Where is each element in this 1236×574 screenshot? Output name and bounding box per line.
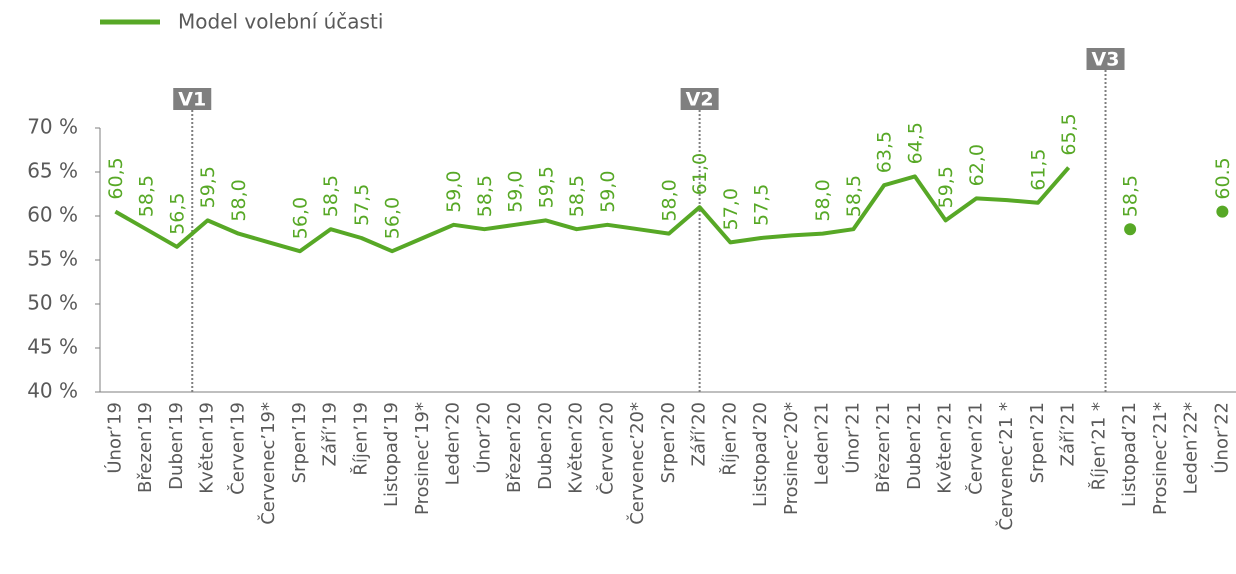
annotation-label: V3 bbox=[1092, 49, 1120, 71]
x-tick-label: Únor’19 bbox=[103, 402, 125, 474]
x-tick-label: Září’19 bbox=[320, 402, 341, 466]
x-tick-label: Červenec’19* bbox=[257, 402, 279, 525]
x-tick-label: Červen’21 bbox=[964, 402, 986, 495]
x-tick-label: Říjen’20 bbox=[718, 402, 740, 476]
x-tick-label: Únor’20 bbox=[472, 402, 494, 474]
data-label: 58,5 bbox=[1120, 175, 1142, 217]
x-tick-label: Duben’19 bbox=[166, 402, 187, 490]
x-tick-label: Květen’20 bbox=[566, 402, 587, 494]
x-tick-label: Listopad’21 bbox=[1119, 402, 1140, 507]
annotation-box bbox=[680, 88, 719, 110]
y-tick-label: 55 % bbox=[27, 247, 78, 271]
annotation-box bbox=[173, 88, 212, 110]
data-label: 58,5 bbox=[474, 175, 496, 217]
y-tick-label: 70 % bbox=[27, 115, 78, 139]
data-label: 61,5 bbox=[1027, 148, 1049, 190]
data-label: 61,0 bbox=[689, 153, 711, 195]
x-tick-label: Březen’20 bbox=[504, 402, 525, 493]
x-tick-label: Srpen’21 bbox=[1027, 402, 1048, 483]
data-label: 58,5 bbox=[136, 175, 158, 217]
data-label: 57,0 bbox=[720, 188, 742, 230]
data-label: 58,0 bbox=[812, 179, 834, 221]
data-label: 65,5 bbox=[1058, 113, 1080, 155]
x-tick-label: Říjen’19 bbox=[349, 402, 371, 476]
data-label: 56,5 bbox=[166, 192, 188, 234]
legend-label: Model volební účasti bbox=[178, 10, 383, 34]
data-label: 59,5 bbox=[535, 166, 557, 208]
data-label: 58,5 bbox=[566, 175, 588, 217]
x-tick-label: Říjen’21 * bbox=[1087, 402, 1109, 490]
x-tick-label: Září’21 bbox=[1058, 402, 1079, 466]
x-tick-label: Březen’21 bbox=[873, 402, 894, 493]
y-tick-label: 40 % bbox=[27, 379, 78, 403]
x-tick-label: Září’20 bbox=[689, 402, 710, 466]
data-label: 59,0 bbox=[597, 170, 619, 212]
y-tick-label: 50 % bbox=[27, 291, 78, 315]
x-tick-label: Prosinec’19* bbox=[412, 402, 433, 515]
x-tick-label: Červenec’21 * bbox=[995, 402, 1017, 531]
y-tick-label: 60 % bbox=[27, 203, 78, 227]
x-tick-label: Březen’19 bbox=[135, 402, 156, 493]
data-label: 62,0 bbox=[966, 144, 988, 186]
x-tick-label: Prosinec’20* bbox=[781, 402, 802, 515]
x-tick-label: Duben’20 bbox=[535, 402, 556, 490]
x-tick-label: Červenec’20* bbox=[626, 402, 648, 525]
x-tick-label: Duben’21 bbox=[904, 402, 925, 490]
x-tick-label: Květen’21 bbox=[935, 402, 956, 494]
x-tick-label: Listopad’19 bbox=[381, 402, 402, 507]
data-label: 57,5 bbox=[351, 184, 373, 226]
data-label: 57,5 bbox=[751, 184, 773, 226]
data-label: 58,5 bbox=[843, 175, 865, 217]
y-tick-label: 45 % bbox=[27, 335, 78, 359]
x-tick-label: Srpen’19 bbox=[289, 402, 310, 483]
data-label: 56,0 bbox=[382, 197, 404, 239]
x-tick-label: Únor’22 bbox=[1210, 402, 1232, 474]
x-tick-label: Květen’19 bbox=[197, 402, 218, 494]
annotation-box bbox=[1086, 48, 1125, 70]
x-tick-label: Leden’20 bbox=[443, 402, 464, 485]
data-label: 60,5 bbox=[105, 157, 127, 199]
data-label: 64,5 bbox=[904, 122, 926, 164]
data-label: 60.5 bbox=[1212, 157, 1234, 199]
point bbox=[1216, 205, 1229, 218]
x-tick-label: Červen’20 bbox=[595, 402, 617, 495]
x-tick-label: Srpen’20 bbox=[658, 402, 679, 483]
x-tick-label: Červen’19 bbox=[226, 402, 248, 495]
data-label: 59,0 bbox=[443, 170, 465, 212]
x-tick-label: Prosinec’21* bbox=[1150, 402, 1171, 515]
x-tick-label: Leden’22* bbox=[1181, 402, 1202, 494]
data-label: 58,0 bbox=[658, 179, 680, 221]
annotation-label: V1 bbox=[178, 89, 206, 111]
data-label: 58,0 bbox=[228, 179, 250, 221]
x-tick-label: Únor’21 bbox=[841, 402, 863, 474]
annotation-label: V2 bbox=[686, 89, 714, 111]
data-label: 56,0 bbox=[289, 197, 311, 239]
line-series bbox=[114, 166, 1071, 254]
y-tick-label: 65 % bbox=[27, 159, 78, 183]
data-label: 59,5 bbox=[935, 166, 957, 208]
x-tick-label: Listopad’20 bbox=[750, 402, 771, 507]
data-label: 63,5 bbox=[874, 131, 896, 173]
data-label: 59,0 bbox=[505, 170, 527, 212]
data-label: 59,5 bbox=[197, 166, 219, 208]
data-label: 58,5 bbox=[320, 175, 342, 217]
x-tick-label: Leden’21 bbox=[812, 402, 833, 485]
point bbox=[1124, 223, 1137, 236]
